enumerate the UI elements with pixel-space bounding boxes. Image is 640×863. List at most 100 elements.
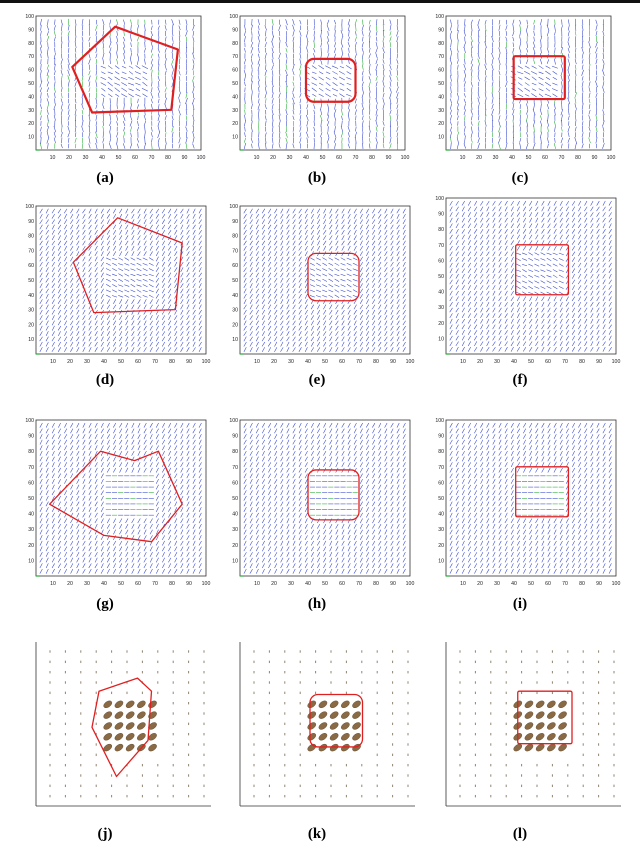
field-arrow bbox=[274, 523, 278, 529]
field-arrow bbox=[168, 478, 171, 484]
field-arrow bbox=[51, 552, 55, 557]
field-arrow bbox=[74, 81, 77, 87]
field-arrow bbox=[486, 324, 490, 330]
field-arrow bbox=[268, 439, 272, 445]
field-arrow bbox=[298, 445, 302, 451]
field-arrow bbox=[149, 439, 153, 445]
field-arrow bbox=[389, 109, 392, 115]
panel-e: 10 20 30 40 50 60 70 80 90 100 100 90 80 70 60 50 40 30 20… bbox=[224, 204, 414, 366]
field-arrow bbox=[335, 341, 339, 347]
field-arrow bbox=[590, 302, 594, 307]
field-arrow bbox=[161, 439, 166, 445]
field-arrow bbox=[192, 293, 196, 299]
field-arrow bbox=[100, 568, 104, 574]
field-arrow bbox=[149, 518, 153, 524]
field-arrow bbox=[584, 245, 588, 251]
field-arrow bbox=[57, 224, 62, 230]
field-arrow bbox=[457, 59, 459, 64]
field-arrow bbox=[81, 25, 84, 31]
field-arrow bbox=[243, 479, 247, 484]
field-arrow bbox=[155, 490, 159, 496]
y-tick-label: 20 bbox=[232, 121, 238, 127]
x-tick-label: 100 bbox=[401, 155, 410, 161]
field-arrow bbox=[192, 325, 196, 331]
field-arrow bbox=[480, 285, 484, 290]
field-arrow bbox=[335, 331, 339, 336]
x-tick-label: 90 bbox=[186, 581, 192, 587]
field-arrow bbox=[504, 302, 508, 307]
field-arrow bbox=[249, 299, 253, 305]
field-arrow bbox=[361, 53, 364, 59]
field-arrow bbox=[524, 70, 531, 75]
field-arrow bbox=[608, 324, 612, 330]
field-arrow bbox=[335, 240, 339, 246]
field-arrow bbox=[45, 283, 49, 288]
field-arrow bbox=[243, 240, 247, 246]
field-arrow bbox=[455, 307, 459, 313]
field-arrow bbox=[510, 341, 514, 347]
field-arrow bbox=[272, 137, 274, 144]
field-arrow bbox=[168, 495, 172, 501]
field-arrow bbox=[455, 335, 459, 341]
field-arrow bbox=[519, 41, 522, 48]
field-arrow bbox=[528, 269, 534, 272]
field-arrow bbox=[602, 234, 606, 240]
field-arrow bbox=[486, 285, 490, 290]
field-arrow bbox=[311, 240, 314, 246]
field-arrow bbox=[168, 213, 172, 219]
field-arrow bbox=[82, 304, 86, 310]
field-arrow bbox=[292, 126, 295, 132]
field-arrow bbox=[354, 131, 357, 138]
caption-f: (f) bbox=[512, 372, 528, 388]
field-arrow bbox=[553, 296, 557, 302]
field-arrow bbox=[471, 126, 473, 132]
field-arrow bbox=[522, 330, 527, 335]
field-arrow bbox=[347, 219, 351, 225]
field-arrow bbox=[46, 69, 50, 77]
field-arrow bbox=[531, 71, 538, 75]
field-arrow bbox=[174, 229, 178, 235]
field-arrow bbox=[74, 114, 77, 121]
field-arrow bbox=[178, 25, 181, 31]
field-arrow bbox=[519, 47, 522, 53]
field-arrow bbox=[390, 213, 394, 219]
field-arrow bbox=[372, 288, 376, 294]
field-arrow bbox=[268, 501, 272, 507]
field-arrow bbox=[108, 76, 113, 81]
field-arrow bbox=[255, 341, 259, 347]
field-arrow bbox=[504, 206, 508, 212]
field-arrow bbox=[368, 86, 371, 93]
field-arrow bbox=[171, 75, 174, 82]
field-arrow bbox=[529, 330, 533, 335]
field-arrow bbox=[255, 434, 259, 439]
field-arrow bbox=[523, 324, 527, 330]
field-arrow bbox=[149, 434, 153, 440]
field-arrow bbox=[61, 41, 63, 48]
field-arrow bbox=[304, 224, 308, 230]
field-arrow bbox=[547, 301, 551, 307]
field-arrow bbox=[602, 114, 604, 122]
field-arrow bbox=[292, 467, 296, 473]
field-arrow bbox=[456, 103, 459, 110]
field-arrow bbox=[491, 64, 494, 71]
field-arrow bbox=[359, 288, 363, 294]
field-arrow bbox=[396, 36, 399, 43]
field-arrow bbox=[76, 309, 80, 315]
field-arrow bbox=[186, 331, 190, 336]
field-arrow bbox=[162, 518, 165, 524]
field-arrow bbox=[70, 325, 74, 331]
field-arrow bbox=[286, 331, 290, 336]
field-arrow bbox=[180, 552, 184, 557]
field-arrow bbox=[335, 304, 339, 310]
field-arrow bbox=[131, 251, 135, 257]
x-tick-label: 90 bbox=[182, 155, 188, 161]
field-arrow bbox=[244, 24, 246, 31]
field-arrow bbox=[113, 552, 116, 557]
field-arrow bbox=[461, 206, 465, 212]
field-arrow bbox=[268, 552, 272, 557]
field-arrow bbox=[39, 267, 43, 273]
field-arrow bbox=[306, 126, 308, 132]
y-tick-label: 70 bbox=[232, 54, 238, 60]
field-arrow bbox=[51, 219, 55, 225]
field-arrow bbox=[131, 320, 135, 326]
